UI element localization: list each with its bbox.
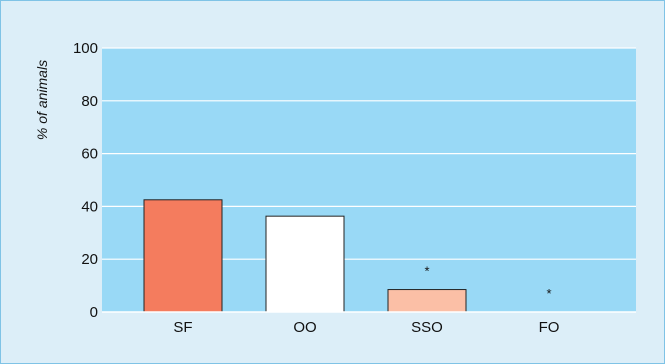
x-tick-label-sf: SF [173,319,192,336]
y-tick-label: 80 [81,93,98,110]
significance-marks: ** [424,264,551,301]
y-axis-label: % of animals [34,60,50,140]
y-tick-label: 40 [81,198,98,215]
y-tick-labels: 0 20 40 60 80 100 [73,40,98,321]
x-tick-label-oo: OO [293,319,316,336]
x-tick-label-sso: SSO [411,319,443,336]
bar-sso [387,289,467,313]
y-tick-label: 20 [81,251,98,268]
asterisk-sso: * [424,264,429,279]
bar-sf [143,199,223,313]
y-tick-label: 60 [81,146,98,163]
x-tick-labels: SF OO SSO FO [173,319,559,336]
y-tick-label: 100 [73,40,98,57]
y-tick-label: 0 [90,304,98,321]
asterisk-fo: * [546,286,551,301]
bars [143,199,467,313]
x-tick-label-fo: FO [539,319,560,336]
bar-oo [265,215,345,313]
